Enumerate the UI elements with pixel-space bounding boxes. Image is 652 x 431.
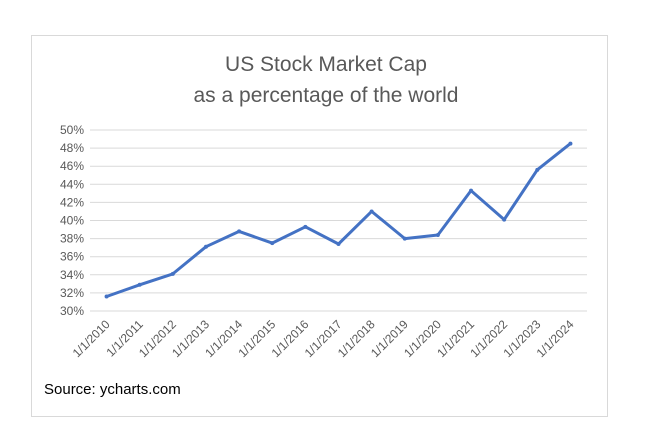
data-point [137, 282, 142, 287]
data-point [502, 217, 507, 222]
data-point [568, 141, 573, 146]
y-tick-label: 34% [60, 268, 84, 282]
y-tick-label: 36% [60, 250, 84, 264]
y-tick-label: 32% [60, 286, 84, 300]
data-point [170, 271, 175, 276]
data-point [104, 294, 109, 299]
chart-frame [31, 35, 608, 417]
series-layer [104, 141, 573, 299]
data-point [336, 242, 341, 247]
data-point [535, 167, 540, 172]
source-note: Source: ycharts.com [44, 381, 181, 398]
chart-subtitle: as a percentage of the world [193, 84, 459, 107]
y-tick-label: 30% [60, 304, 84, 318]
data-point [270, 241, 275, 246]
y-tick-label: 48% [60, 141, 84, 155]
y-tick-label: 40% [60, 214, 84, 228]
y-tick-label: 50% [60, 123, 84, 137]
x-axis-tick-labels: 1/1/20101/1/20111/1/20121/1/20131/1/2014… [70, 317, 577, 360]
y-tick-label: 38% [60, 232, 84, 246]
data-point [203, 244, 208, 249]
data-point [402, 236, 407, 241]
x-tick-label: 1/1/2024 [534, 317, 577, 360]
data-point [469, 188, 474, 193]
data-point [303, 224, 308, 229]
data-point [369, 209, 374, 214]
data-point [435, 232, 440, 237]
grid-lines [90, 129, 587, 312]
y-tick-label: 46% [60, 159, 84, 173]
y-tick-label: 42% [60, 195, 84, 209]
y-tick-label: 44% [60, 177, 84, 191]
data-point [237, 229, 242, 234]
y-axis-tick-labels: 30% 32% 34% 36% 38% 40% 42% 44% 46% 48% 50% [60, 123, 84, 318]
chart-title: US Stock Market Cap [225, 53, 427, 76]
